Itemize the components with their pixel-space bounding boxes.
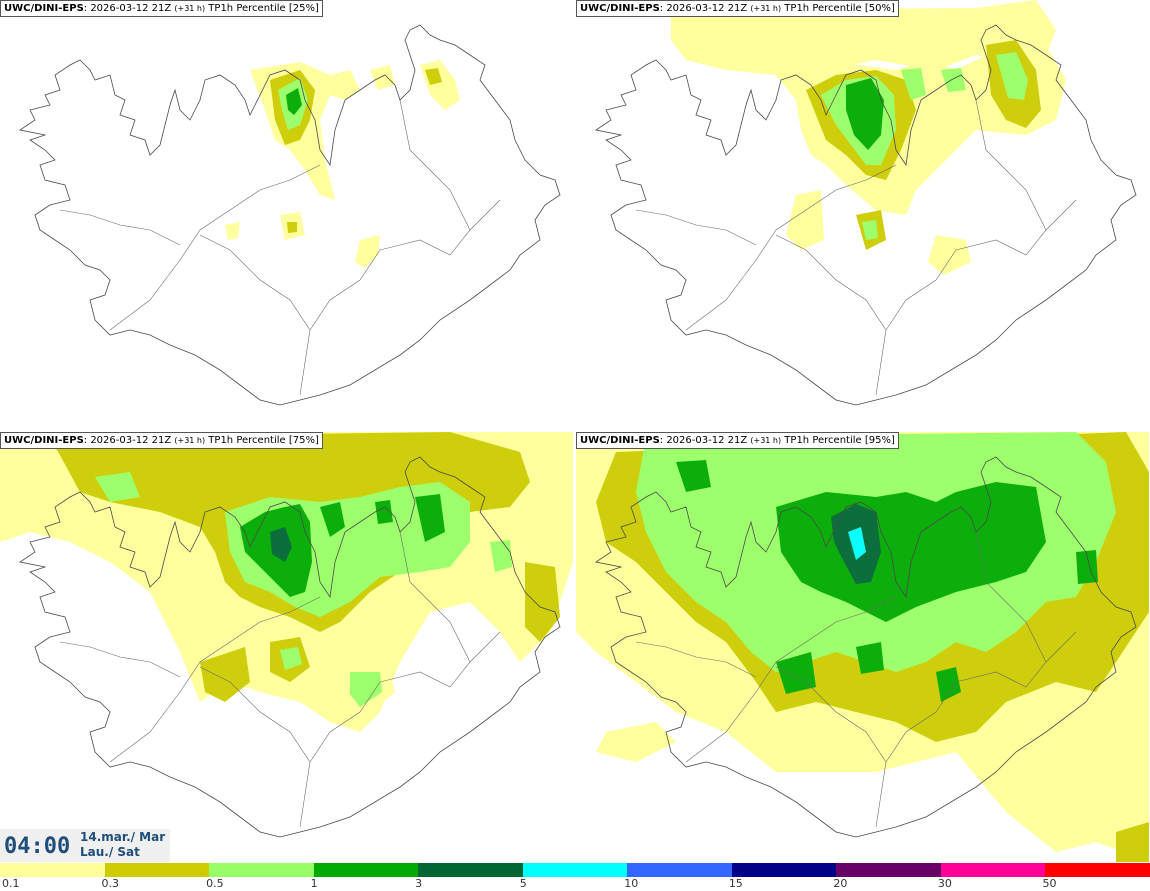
colorbar-label: 30 xyxy=(937,877,952,890)
colorbar-segment xyxy=(731,863,837,877)
panel-title: UWC/DINI-EPS: 2026-03-12 21Z (+31 h) TP1… xyxy=(576,0,899,17)
precip-map xyxy=(595,0,1137,406)
colorbar-segment xyxy=(418,863,524,877)
panel-title: UWC/DINI-EPS: 2026-03-12 21Z (+31 h) TP1… xyxy=(0,432,323,449)
panel-title: UWC/DINI-EPS: 2026-03-12 21Z (+31 h) TP1… xyxy=(576,432,899,449)
precip-field xyxy=(576,432,1149,862)
colorbar-segment xyxy=(0,863,105,877)
precip-field xyxy=(225,60,460,268)
precip-map xyxy=(0,432,573,838)
colorbar-label: 50 xyxy=(1042,877,1057,890)
colorbar-segment xyxy=(104,863,210,877)
map-panel-p75: UWC/DINI-EPS: 2026-03-12 21Z (+31 h) TP1… xyxy=(0,432,573,862)
colorbar-label: 20 xyxy=(833,877,848,890)
precip-field xyxy=(671,0,1066,275)
precip-map xyxy=(576,432,1149,862)
panel-title: UWC/DINI-EPS: 2026-03-12 21Z (+31 h) TP1… xyxy=(0,0,323,17)
colorbar-label: 0.3 xyxy=(101,877,120,890)
colorbar-segment xyxy=(522,863,628,877)
colorbar-label: 15 xyxy=(728,877,743,890)
valid-time-box: 04:00 14.mar./ Mar Lau./ Sat xyxy=(0,829,170,862)
colorbar-segment xyxy=(1045,863,1150,877)
map-panel-p25: UWC/DINI-EPS: 2026-03-12 21Z (+31 h) TP1… xyxy=(0,0,573,430)
valid-date-line1: 14.mar./ Mar xyxy=(80,830,166,844)
precip-field xyxy=(0,432,573,732)
colorbar-segment xyxy=(940,863,1046,877)
precip-map xyxy=(19,24,561,406)
colorbar-segment xyxy=(627,863,733,877)
map-panel-p95: UWC/DINI-EPS: 2026-03-12 21Z (+31 h) TP1… xyxy=(576,432,1149,862)
colorbar-segment xyxy=(209,863,315,877)
valid-time: 04:00 xyxy=(4,834,71,859)
valid-date-line2: Lau./ Sat xyxy=(80,845,140,859)
colorbar-label: 10 xyxy=(624,877,639,890)
colorbar-label: 3 xyxy=(415,877,423,890)
colorbar-label: 0.1 xyxy=(2,877,20,890)
map-panel-p50: UWC/DINI-EPS: 2026-03-12 21Z (+31 h) TP1… xyxy=(576,0,1149,430)
colorbar-label: 5 xyxy=(519,877,527,890)
colorbar-segment xyxy=(313,863,419,877)
valid-date: 14.mar./ Mar Lau./ Sat xyxy=(80,830,165,860)
colorbar-label: 0.5 xyxy=(206,877,224,890)
colorbar-segment xyxy=(836,863,942,877)
colorbar: 0.1 0.3 0.5 1 3 5 10 15 20 30 50 xyxy=(0,863,1150,891)
colorbar-label: 1 xyxy=(310,877,318,890)
